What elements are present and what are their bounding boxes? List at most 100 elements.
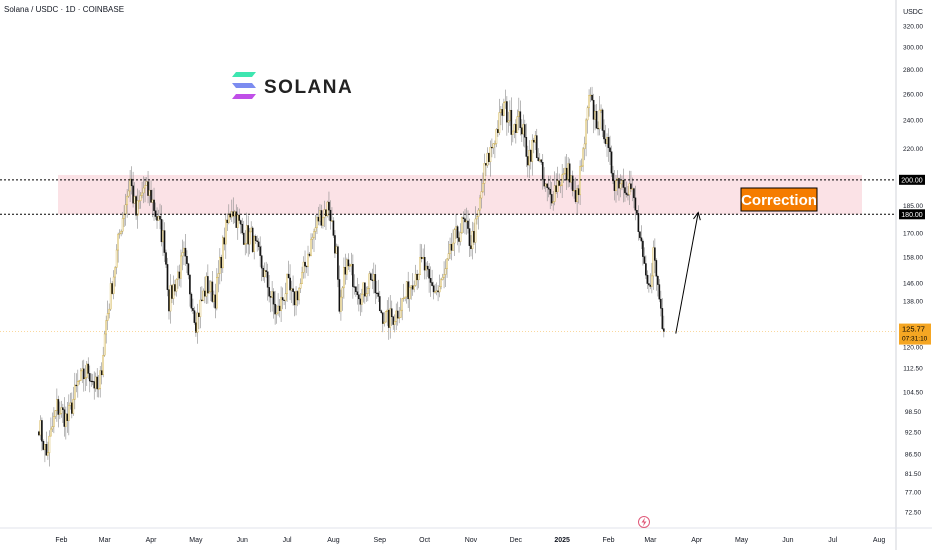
time-tick-label: Sep [374,537,387,544]
candle-body [307,253,309,267]
candle-body [129,178,131,192]
candle-body [364,282,366,297]
candle-body [393,321,396,325]
candle-body [202,290,205,301]
candle-body [219,256,221,274]
solana-logo: SOLANA [232,72,352,99]
candle-body [362,282,365,295]
candle-body [117,233,119,251]
candle-body [211,281,214,302]
time-tick-label: Aug [327,537,340,544]
price-scale[interactable]: 72.50 77.00 81.50 86.50 92.50 98.50 104.50 112.… [903,24,923,517]
candle-body [444,268,447,275]
candle-body [311,237,314,240]
candle-body [248,231,251,245]
candle-body [395,310,398,322]
candle-body [256,240,258,243]
candle-body [250,227,253,233]
candle-body [559,184,562,187]
time-tick-label: Oct [419,537,430,544]
candle-body [655,260,658,277]
candle-body [546,183,549,188]
candle-body [663,328,665,332]
candle-body [75,384,78,387]
candle-body [54,410,57,417]
candle-body [56,399,58,411]
candle-body [550,194,553,204]
time-tick-label: May [189,537,203,544]
candle-body [183,247,185,253]
candle-body [613,180,616,191]
candle-body [600,109,602,111]
candle-body [148,189,151,196]
candle-body [580,165,583,167]
candle-body [646,274,649,284]
candle-body [558,180,560,186]
candle-body [265,270,267,272]
candle-body [574,190,577,202]
candle-body [50,428,52,437]
candle-body [233,211,236,217]
candle-body [474,218,477,243]
candle-body [325,209,327,217]
candle-body [208,291,211,294]
candle-body [166,264,169,290]
price-label-200: 200.00 [899,174,925,185]
candle-body [326,201,329,217]
candle-body [601,109,604,131]
candle-body [260,255,263,269]
candle-body [588,94,590,108]
price-tick-label: 170.00 [903,230,923,237]
candle-body [500,109,502,113]
candle-body [159,216,161,220]
lightning-icon[interactable] [638,516,650,528]
candle-body [464,218,466,223]
candle-body [603,130,605,140]
candle-body [141,192,143,196]
candle-body [411,285,414,290]
candle-body [186,256,188,264]
time-axis[interactable]: Feb Mar Apr May Jun Jul Aug Sep Oct Nov Dec 2025 Feb… [55,537,885,544]
candle-body [201,299,203,301]
candle-body [583,143,586,150]
candle-body [401,298,404,311]
candle-body [289,277,291,291]
candle-body [213,294,215,302]
candle-body [69,402,72,406]
candle-body [337,246,339,280]
candle-body [112,276,115,294]
price-label-180: 180.00 [899,209,925,220]
candle-body [220,256,223,269]
candle-body [402,297,405,300]
candle-body [88,373,91,382]
candle-body [571,175,574,191]
candle-body [494,143,496,145]
correction-label[interactable]: Correction [740,187,818,212]
candle-body [374,274,377,294]
bar-countdown: 07:31:10 [902,336,928,343]
candle-body [419,257,421,275]
candle-body [634,197,637,211]
candle-body [90,380,93,383]
candle-body [631,188,634,190]
candle-body [564,167,566,174]
candle-body [352,264,354,287]
candle-body [287,273,290,279]
candle-body [473,230,475,243]
candle-body [301,272,303,284]
candle-body [284,293,287,301]
time-tick-label: Nov [465,537,478,544]
candle-body [537,157,540,161]
candle-body [651,275,653,287]
candle-body [344,267,347,275]
projection-arrow[interactable] [675,211,701,334]
candle-body [606,137,608,144]
candle-body [102,354,105,376]
candle-body [576,188,578,202]
candle-body [431,282,433,286]
candle-body [323,209,326,218]
candle-body [226,219,229,223]
candle-body [621,180,623,185]
candle-body [661,308,664,329]
